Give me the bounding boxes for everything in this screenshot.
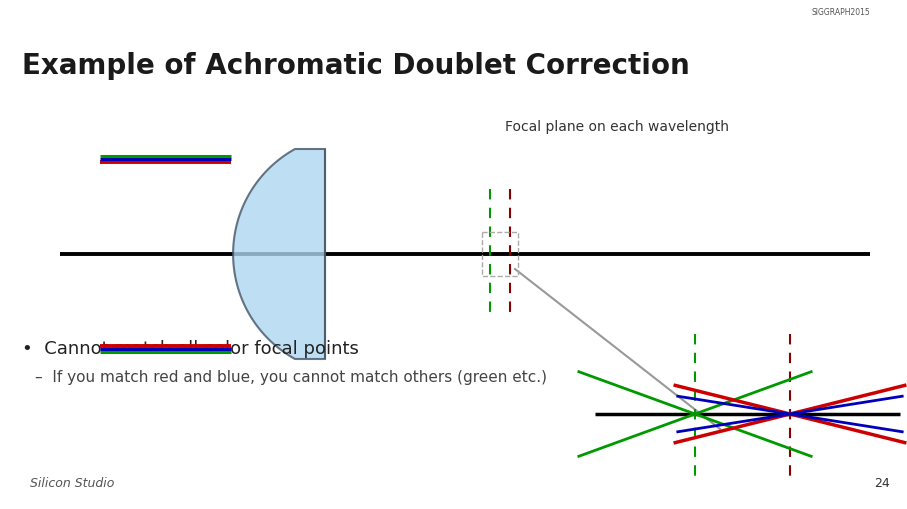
- Text: •  Cannot match all color focal points: • Cannot match all color focal points: [22, 340, 359, 357]
- Text: Silicon Studio: Silicon Studio: [30, 476, 114, 489]
- Text: 24: 24: [874, 476, 890, 489]
- Text: –  If you match red and blue, you cannot match others (green etc.): – If you match red and blue, you cannot …: [35, 369, 547, 384]
- Text: SIGGRAPH2015: SIGGRAPH2015: [811, 8, 870, 17]
- Text: Focal plane on each wavelength: Focal plane on each wavelength: [505, 120, 729, 134]
- Polygon shape: [233, 150, 325, 359]
- Bar: [482, 233, 518, 276]
- Text: Example of Achromatic Doublet Correction: Example of Achromatic Doublet Correction: [22, 52, 689, 80]
